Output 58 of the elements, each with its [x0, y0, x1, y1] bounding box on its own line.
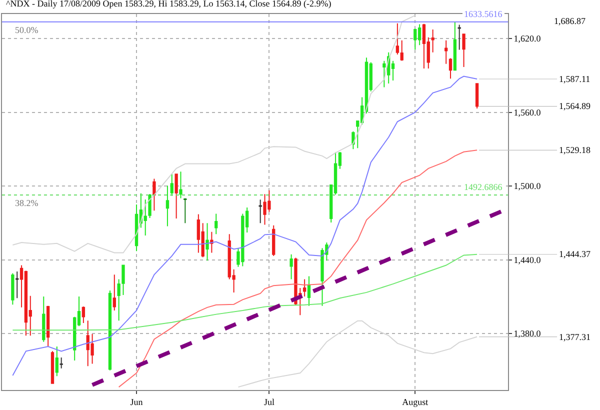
candlestick — [50, 350, 54, 384]
candlestick — [174, 173, 178, 219]
y-tick-label: 1,380.0 — [514, 328, 542, 339]
annotation: 1,444.37 — [559, 249, 591, 259]
candlestick — [307, 276, 311, 306]
line-series — [12, 14, 416, 254]
candlestick — [196, 214, 200, 254]
text: 1,686.87 — [554, 16, 586, 26]
candlestick — [170, 174, 174, 196]
annotation: 1,564.89 — [559, 101, 591, 111]
line-series — [12, 254, 478, 331]
y-tick-label: 1,440.0 — [514, 254, 542, 265]
y-tick-label: 1,500.0 — [514, 181, 542, 192]
candlestick — [475, 83, 479, 109]
candlestick — [462, 33, 466, 68]
candlestick — [290, 254, 293, 280]
candlestick — [444, 40, 448, 64]
candlestick — [16, 271, 19, 299]
candlestick — [179, 171, 182, 199]
candlestick — [453, 21, 457, 72]
candlestick — [422, 23, 426, 70]
candlestick — [46, 305, 50, 347]
candlestick — [431, 28, 434, 53]
candlestick — [302, 278, 306, 297]
candlestick — [418, 24, 422, 46]
x-tick-label: August — [402, 396, 429, 407]
candlestick — [272, 224, 276, 256]
candlestick — [184, 198, 187, 224]
candlestick — [108, 290, 112, 371]
candlestick — [166, 185, 170, 227]
annotation: 1,377.31 — [559, 332, 590, 342]
candlestick — [214, 213, 218, 235]
candlestick — [258, 199, 262, 224]
chart-title: ^NDX - Daily 17/08/2009 Open 1583.29, Hi 1583.29, Lo 1563.14, Close 1564.89 (-2.9%) — [6, 0, 332, 9]
annotation: 38.2% — [15, 198, 39, 208]
ref-line-label: 1492.6866 — [464, 182, 503, 192]
annotation: 50.0% — [15, 25, 39, 35]
candlestick — [11, 272, 14, 306]
candlestick — [414, 28, 417, 50]
candlestick — [148, 194, 152, 218]
candlestick — [60, 356, 63, 369]
x-tick-label: Jun — [130, 396, 144, 407]
ref-line-label: 1633.5616 — [464, 9, 503, 19]
annotation: 1,529.18 — [559, 145, 591, 155]
candlestick — [55, 346, 58, 377]
x-tick-label: Jul — [264, 396, 275, 407]
candlestick — [112, 274, 116, 311]
candlestick — [448, 58, 452, 80]
line-series — [238, 320, 478, 388]
candlestick — [152, 178, 156, 212]
candlestick — [458, 24, 461, 50]
candlestick — [206, 222, 209, 262]
annotation: 1,587.11 — [559, 74, 590, 84]
candlestick — [82, 306, 86, 324]
candlestick — [42, 296, 46, 342]
candlestick — [210, 231, 214, 254]
y-tick-label: 1,560.0 — [514, 107, 542, 118]
y-tick-label: 1,620.0 — [514, 34, 542, 44]
